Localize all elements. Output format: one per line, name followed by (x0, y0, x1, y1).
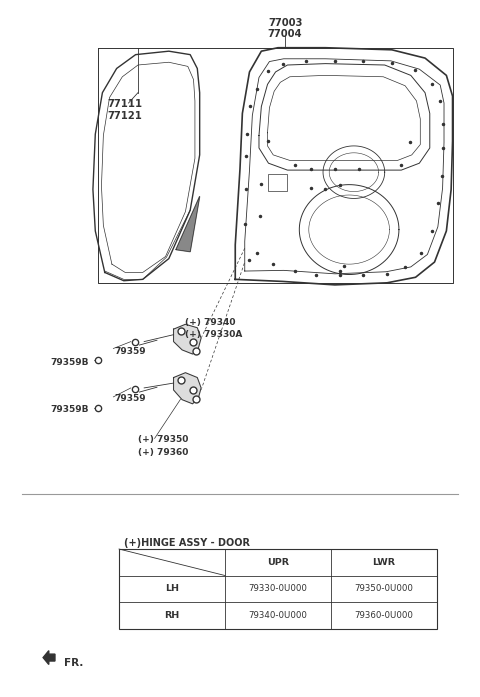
Text: 77003
77004: 77003 77004 (268, 17, 302, 39)
Polygon shape (174, 373, 201, 404)
Text: 79340-0U000: 79340-0U000 (249, 611, 307, 620)
Text: RH: RH (164, 611, 180, 620)
Polygon shape (176, 197, 200, 252)
Text: 79350-0U000: 79350-0U000 (354, 584, 413, 593)
Text: (+)HINGE ASSY - DOOR: (+)HINGE ASSY - DOOR (124, 539, 250, 549)
FancyArrow shape (43, 651, 55, 664)
Text: FR.: FR. (64, 658, 84, 668)
Text: (+) 79330A: (+) 79330A (185, 330, 243, 339)
Text: UPR: UPR (267, 558, 289, 567)
Text: 77111
77121: 77111 77121 (107, 99, 142, 121)
Text: LH: LH (165, 584, 179, 593)
Text: 79359B: 79359B (50, 358, 89, 367)
Text: 79360-0U000: 79360-0U000 (354, 611, 413, 620)
Text: (+) 79360: (+) 79360 (138, 447, 188, 457)
Text: (+) 79340: (+) 79340 (185, 318, 236, 327)
Text: 79359: 79359 (114, 395, 146, 404)
Polygon shape (174, 324, 201, 354)
Text: (+) 79350: (+) 79350 (138, 435, 188, 444)
Text: 79359: 79359 (114, 347, 146, 355)
Text: 79359B: 79359B (50, 405, 89, 414)
Bar (119, 549, 437, 629)
Text: 79330-0U000: 79330-0U000 (249, 584, 307, 593)
Bar (267, 174, 288, 191)
Text: LWR: LWR (372, 558, 396, 567)
